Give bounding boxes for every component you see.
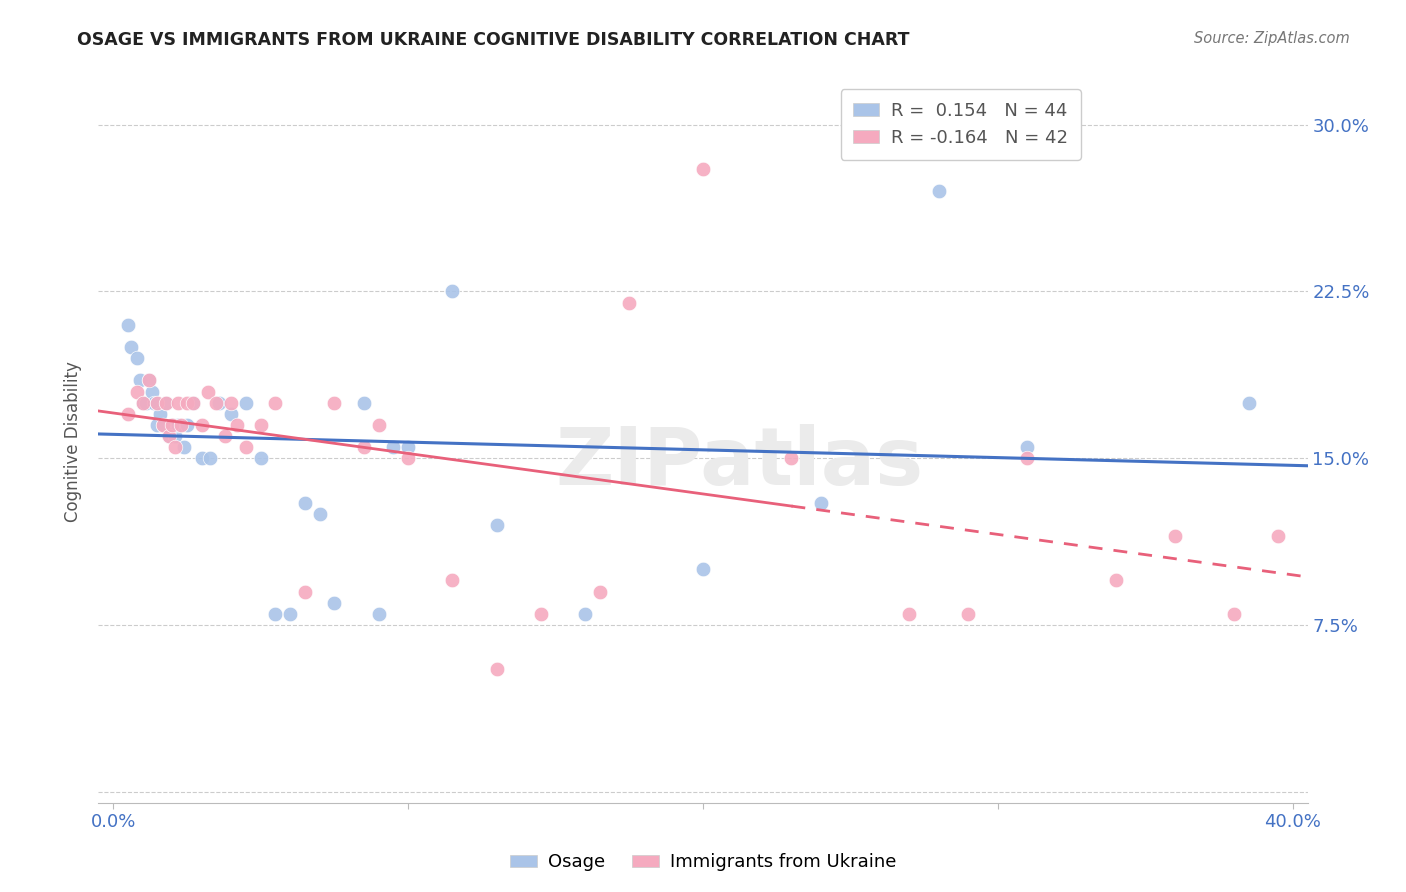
Point <box>219 407 242 421</box>
Point <box>382 440 405 454</box>
Point <box>441 574 464 588</box>
Y-axis label: Cognitive Disability: Cognitive Disability <box>65 361 83 522</box>
Point <box>176 395 198 409</box>
Point <box>125 384 148 399</box>
Point <box>249 417 271 432</box>
Point <box>574 607 596 621</box>
Point <box>138 373 160 387</box>
Point <box>120 340 142 354</box>
Point <box>190 417 212 432</box>
Point <box>152 417 174 432</box>
Point <box>165 440 187 454</box>
Point <box>176 417 198 432</box>
Point <box>155 395 177 409</box>
Point <box>898 607 921 621</box>
Legend: R =  0.154   N = 44, R = -0.164   N = 42: R = 0.154 N = 44, R = -0.164 N = 42 <box>841 89 1081 160</box>
Point <box>149 407 172 421</box>
Point <box>181 395 204 409</box>
Point <box>530 607 553 621</box>
Point <box>294 584 316 599</box>
Point <box>353 395 375 409</box>
Point <box>1237 395 1260 409</box>
Point <box>235 440 257 454</box>
Point <box>138 373 160 387</box>
Point <box>146 395 169 409</box>
Point <box>160 417 183 432</box>
Point <box>308 507 330 521</box>
Point <box>165 429 187 443</box>
Point <box>197 384 219 399</box>
Point <box>117 407 139 421</box>
Point <box>117 318 139 332</box>
Point <box>485 662 508 676</box>
Point <box>367 417 389 432</box>
Point <box>928 185 950 199</box>
Point <box>323 395 346 409</box>
Point <box>146 417 169 432</box>
Point <box>214 429 236 443</box>
Point <box>957 607 980 621</box>
Point <box>278 607 301 621</box>
Point <box>157 429 180 443</box>
Point <box>441 285 464 299</box>
Point <box>190 451 212 466</box>
Point <box>1105 574 1128 588</box>
Point <box>692 562 714 576</box>
Point <box>1017 451 1039 466</box>
Point <box>249 451 271 466</box>
Point <box>155 395 177 409</box>
Point <box>152 417 174 432</box>
Point <box>396 440 419 454</box>
Point <box>323 596 346 610</box>
Point <box>1164 529 1187 543</box>
Text: Source: ZipAtlas.com: Source: ZipAtlas.com <box>1194 31 1350 46</box>
Point <box>131 395 153 409</box>
Point <box>167 395 190 409</box>
Point <box>219 395 242 409</box>
Point <box>353 440 375 454</box>
Point <box>294 496 316 510</box>
Point <box>235 395 257 409</box>
Point <box>157 429 180 443</box>
Point <box>1017 440 1039 454</box>
Point <box>167 417 190 432</box>
Point <box>619 295 641 310</box>
Point <box>173 440 195 454</box>
Point <box>1267 529 1289 543</box>
Point <box>125 351 148 366</box>
Point <box>128 373 150 387</box>
Point <box>200 451 222 466</box>
Point <box>208 395 231 409</box>
Point <box>264 395 287 409</box>
Point <box>205 395 228 409</box>
Point <box>367 607 389 621</box>
Point <box>131 395 153 409</box>
Legend: Osage, Immigrants from Ukraine: Osage, Immigrants from Ukraine <box>502 847 904 879</box>
Point <box>160 417 183 432</box>
Point <box>170 417 193 432</box>
Point <box>181 395 204 409</box>
Point <box>264 607 287 621</box>
Point <box>226 417 249 432</box>
Point <box>396 451 419 466</box>
Point <box>135 395 157 409</box>
Text: ZIPatlas: ZIPatlas <box>555 425 924 502</box>
Point <box>146 395 169 409</box>
Point <box>692 162 714 177</box>
Point <box>1223 607 1246 621</box>
Point <box>810 496 832 510</box>
Point <box>780 451 803 466</box>
Point <box>141 384 163 399</box>
Point <box>485 517 508 532</box>
Point <box>589 584 612 599</box>
Point <box>143 395 166 409</box>
Text: OSAGE VS IMMIGRANTS FROM UKRAINE COGNITIVE DISABILITY CORRELATION CHART: OSAGE VS IMMIGRANTS FROM UKRAINE COGNITI… <box>77 31 910 49</box>
